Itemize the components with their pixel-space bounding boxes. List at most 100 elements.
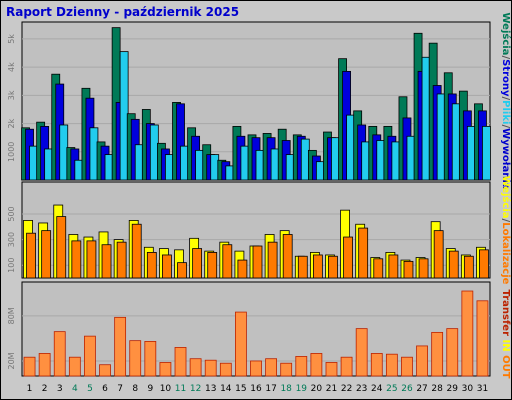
bar-transfer-transfer xyxy=(114,316,127,377)
x-tick-label: 23 xyxy=(356,384,367,394)
bar-transfer-transfer xyxy=(461,290,474,377)
panel-transfer: 80M 20M Transfer IN OUT xyxy=(7,281,511,379)
y-tick-label: 20M xyxy=(7,352,16,369)
y-tick-label: 5k xyxy=(7,34,16,44)
x-tick-label: 13 xyxy=(205,384,216,394)
bar-transfer-transfer xyxy=(265,358,277,377)
legend-part: Transfer xyxy=(500,289,511,336)
legend-part: / xyxy=(500,55,511,59)
bar-transfer-transfer xyxy=(129,340,142,377)
bar-transfer-transfer xyxy=(38,353,51,377)
bar-transfer-transfer xyxy=(219,362,232,377)
bar-sites-lokalizacje xyxy=(479,249,489,279)
bar-hits-pliki xyxy=(482,125,491,181)
bar-sites-lokalizacje xyxy=(192,248,203,279)
bar-sites-lokalizacje xyxy=(146,251,157,279)
x-tick-label: 15 xyxy=(235,384,246,394)
x-tick-label: 1 xyxy=(27,384,33,394)
bar-sites-lokalizacje xyxy=(312,254,323,279)
bar-sites-lokalizacje xyxy=(373,258,384,279)
x-tick-label: 3 xyxy=(57,384,63,394)
legend-part: Pliki xyxy=(500,100,511,124)
x-tick-label: 14 xyxy=(220,384,232,394)
bar-sites-lokalizacje xyxy=(222,244,233,279)
legend-part: / xyxy=(500,219,511,223)
x-tick-label: 28 xyxy=(431,384,443,394)
right-legend-label: Wejścia/Lokalizacje xyxy=(500,176,512,285)
bar-transfer-transfer xyxy=(53,331,66,377)
bar-transfer-transfer xyxy=(280,362,293,377)
x-tick-label: 26 xyxy=(401,384,413,394)
bar-transfer-transfer xyxy=(204,359,217,377)
x-tick-label: 5 xyxy=(87,384,93,394)
x-tick-label: 21 xyxy=(326,384,337,394)
legend-part: Wejścia xyxy=(500,176,512,219)
legend-part: Lokalizacje xyxy=(500,222,511,284)
bar-transfer-transfer xyxy=(310,353,323,377)
bar-transfer-transfer xyxy=(99,364,111,377)
bar-transfer-transfer xyxy=(159,362,172,377)
legend-part: Strony xyxy=(500,59,511,97)
bar-sites-lokalizacje xyxy=(237,259,248,279)
bar-transfer-transfer xyxy=(355,328,368,377)
bar-sites-lokalizacje xyxy=(433,230,444,279)
panel-sites: 500 300 100 Wejścia/Lokalizacje xyxy=(7,176,512,285)
bar-sites-lokalizacje xyxy=(463,255,474,279)
bar-sites-lokalizacje xyxy=(343,236,353,279)
x-tick-label: 19 xyxy=(296,384,308,394)
x-tick-label: 30 xyxy=(462,384,474,394)
chart-title: Raport Dzienny - październik 2025 xyxy=(6,5,239,19)
y-tick-label: 1000 xyxy=(7,142,16,162)
bar-transfer-transfer xyxy=(235,311,247,377)
bar-sites-lokalizacje xyxy=(86,240,97,279)
legend-part: IN xyxy=(500,336,511,352)
x-tick-label: 9 xyxy=(147,384,153,394)
bar-transfer-transfer xyxy=(431,331,444,377)
legend-part: / xyxy=(500,97,511,101)
y-tick-label: 4k xyxy=(7,62,16,72)
bar-sites-lokalizacje xyxy=(448,250,459,279)
x-tick-label: 4 xyxy=(72,384,78,394)
x-tick-label: 12 xyxy=(190,384,201,394)
x-tick-label: 27 xyxy=(416,384,427,394)
bar-sites-lokalizacje xyxy=(26,232,36,279)
legend-part: Wywołania xyxy=(500,128,511,189)
x-tick-label: 8 xyxy=(132,384,138,394)
bar-sites-lokalizacje xyxy=(297,255,308,279)
bar-sites-lokalizacje xyxy=(267,241,278,279)
right-legend-label: Transfer IN OUT xyxy=(500,289,511,378)
x-tick-label: 25 xyxy=(386,384,397,394)
panel-hits: 5k4k3k2k1000Wejścia/Strony/Pliki/Wywołan… xyxy=(7,12,512,189)
x-tick-label: 29 xyxy=(447,384,459,394)
x-tick-label: 6 xyxy=(102,384,108,394)
y-tick-label: 2k xyxy=(7,118,16,128)
bar-sites-lokalizacje xyxy=(71,240,82,279)
bar-transfer-transfer xyxy=(325,362,338,377)
legend-part: Wejścia xyxy=(500,12,512,55)
bar-sites-lokalizacje xyxy=(403,260,414,279)
x-axis-day-labels: 1 2 3 4 5 6 7 8 9 10 11 12 13 14 15 16 17 18 19 20 21 22 23 24 2… xyxy=(27,384,488,394)
bar-sites-lokalizacje xyxy=(207,251,218,279)
y-tick-label: 80M xyxy=(7,307,16,324)
bar-transfer-transfer xyxy=(476,300,489,377)
bar-sites-lokalizacje xyxy=(56,216,67,279)
chart-panels: 5k4k3k2k1000Wejścia/Strony/Pliki/Wywołan… xyxy=(7,12,512,378)
x-tick-label: 22 xyxy=(341,384,352,394)
x-tick-label: 24 xyxy=(371,384,383,394)
x-tick-label: 2 xyxy=(42,384,48,394)
bar-sites-lokalizacje xyxy=(388,254,399,279)
y-tick-label: 500 xyxy=(7,206,16,221)
x-tick-label: 7 xyxy=(117,384,123,394)
bar-sites-lokalizacje xyxy=(282,234,293,279)
bar-transfer-transfer xyxy=(401,356,413,377)
bar-sites-lokalizacje xyxy=(101,244,112,279)
y-tick-label: 100 xyxy=(7,258,16,273)
bar-sites-lokalizacje xyxy=(328,255,338,279)
x-tick-label: 11 xyxy=(175,384,186,394)
bar-sites-lokalizacje xyxy=(116,241,127,279)
bar-sites-lokalizacje xyxy=(358,227,369,279)
x-tick-label: 20 xyxy=(311,384,323,394)
x-tick-label: 17 xyxy=(265,384,276,394)
bar-sites-lokalizacje xyxy=(418,258,429,279)
